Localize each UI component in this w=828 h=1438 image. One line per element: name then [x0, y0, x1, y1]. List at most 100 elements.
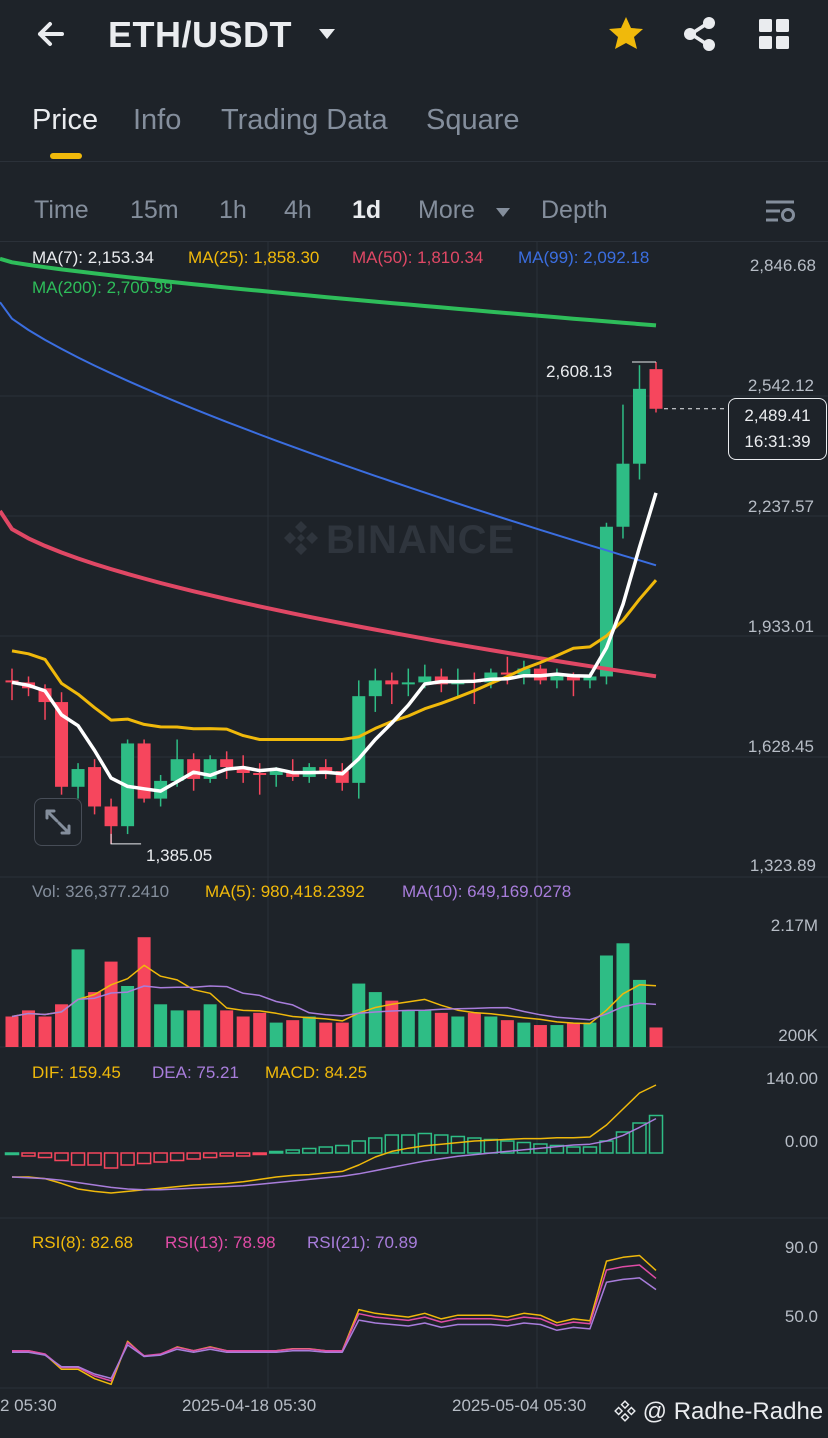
volume-bar — [319, 1022, 333, 1047]
interval-depth[interactable]: Depth — [541, 196, 608, 224]
macd-bar — [632, 1122, 647, 1154]
binance-watermark: BINANCE — [282, 518, 515, 563]
interval-15m[interactable]: 15m — [130, 196, 179, 224]
macd-bar — [202, 1152, 218, 1159]
volume-ma10-legend: MA(10): 649,169.0278 — [402, 882, 572, 901]
volume-bar — [599, 955, 613, 1047]
current-price-badge[interactable]: 2,489.41 16:31:39 — [728, 398, 827, 460]
interval-1h[interactable]: 1h — [219, 196, 247, 224]
volume-bar — [632, 979, 646, 1047]
macd-bar — [401, 1134, 416, 1154]
interval-time[interactable]: Time — [34, 196, 89, 224]
rsi21-legend: RSI(21): 70.89 — [307, 1233, 418, 1252]
candle — [137, 743, 151, 799]
macd-bar — [252, 1152, 267, 1156]
star-icon[interactable] — [606, 14, 646, 54]
macd-bar — [500, 1140, 515, 1154]
candle — [71, 769, 85, 787]
rsi8-legend: RSI(8): 82.68 — [32, 1233, 134, 1252]
tab-info[interactable]: Info — [133, 104, 182, 136]
current-price: 2,489.41 — [744, 406, 811, 425]
interval-1d[interactable]: 1d — [352, 196, 382, 224]
volume-bar — [616, 943, 630, 1047]
macd-bar — [153, 1152, 168, 1163]
tab-price[interactable]: Price — [32, 104, 99, 136]
volume-bar — [71, 949, 85, 1047]
volume-bar — [170, 1010, 184, 1047]
x-axis-label: 2025-04-18 05:30 — [182, 1396, 317, 1415]
ma7-line — [11, 492, 658, 793]
candle — [632, 388, 646, 464]
volume-bar — [22, 1010, 36, 1047]
tab-trading-data[interactable]: Trading Data — [221, 104, 388, 136]
macd-bar — [120, 1152, 135, 1166]
macd-bar — [318, 1146, 333, 1154]
expand-chart-button[interactable] — [34, 798, 82, 846]
interval-4h[interactable]: 4h — [284, 196, 312, 224]
interval-more[interactable]: More — [418, 196, 475, 224]
volume-bar — [154, 1004, 168, 1047]
more-caret-icon[interactable] — [494, 205, 512, 219]
macd-bar — [467, 1137, 482, 1154]
macd-bar — [285, 1149, 300, 1154]
rsi-axis-label: 90.0 — [784, 1238, 818, 1257]
macd-bar — [516, 1141, 532, 1154]
macd-bar — [301, 1147, 317, 1154]
ma25-line — [11, 579, 658, 741]
macd-axis-label: 0.00 — [784, 1132, 818, 1151]
macd-bar — [648, 1114, 664, 1154]
volume-axis-label: 200K — [778, 1026, 818, 1045]
candle — [385, 680, 399, 685]
volume-bar — [302, 1016, 316, 1047]
candle — [649, 369, 663, 409]
macd-bar — [549, 1144, 565, 1154]
candle — [418, 676, 432, 683]
credit-watermark: @ Radhe-Radhe — [614, 1398, 823, 1426]
volume-bar — [566, 1022, 580, 1047]
grid-icon[interactable] — [756, 16, 792, 52]
macd-bar — [37, 1152, 53, 1159]
volume-bar — [137, 937, 151, 1047]
price-axis-label: 1,323.89 — [749, 856, 816, 875]
macd-bar — [21, 1152, 36, 1157]
volume-bar — [88, 992, 102, 1047]
candle — [269, 771, 283, 775]
macd-bar — [54, 1152, 69, 1162]
volume-bar — [55, 1004, 69, 1047]
macd-bar — [335, 1144, 350, 1154]
tab-square[interactable]: Square — [426, 104, 520, 136]
candle — [319, 767, 333, 772]
caret-down-icon[interactable] — [316, 24, 338, 44]
volume-bar — [220, 1010, 234, 1047]
candle — [220, 759, 234, 768]
price-axis-label: 2,542.12 — [747, 376, 814, 395]
volume-bar — [500, 1020, 514, 1047]
macd-bar — [566, 1146, 581, 1154]
candle — [236, 767, 250, 773]
volume-ma5-legend: MA(5): 980,418.2392 — [205, 882, 365, 901]
pair-title[interactable]: ETH/USDT — [108, 14, 292, 55]
candle — [5, 680, 19, 683]
macd-bar — [87, 1152, 102, 1166]
ma99-legend: MA(99): 2,092.18 — [518, 248, 650, 267]
share-icon[interactable] — [680, 14, 720, 54]
expand-icon — [45, 809, 71, 835]
low-marker — [110, 833, 142, 845]
credit-text: @ Radhe-Radhe — [642, 1398, 824, 1425]
chart-settings-icon[interactable] — [764, 196, 796, 226]
macd-dif-legend: DIF: 159.45 — [32, 1063, 121, 1082]
volume-bar — [38, 1016, 52, 1047]
rsi21-line — [12, 1277, 657, 1380]
price-axis-label: 1,628.45 — [747, 737, 814, 756]
macd-value-legend: MACD: 84.25 — [265, 1063, 368, 1082]
volume-bar — [5, 1016, 19, 1047]
chart-canvas[interactable] — [0, 242, 828, 1398]
ma99-line — [0, 301, 657, 567]
back-arrow-icon[interactable] — [28, 14, 78, 54]
macd-bar — [450, 1135, 466, 1154]
volume-bar — [583, 1022, 597, 1047]
candle — [55, 702, 69, 787]
x-axis-label: 2 05:30 — [0, 1396, 57, 1415]
volume-bar — [121, 986, 135, 1047]
volume-bar — [451, 1016, 465, 1047]
